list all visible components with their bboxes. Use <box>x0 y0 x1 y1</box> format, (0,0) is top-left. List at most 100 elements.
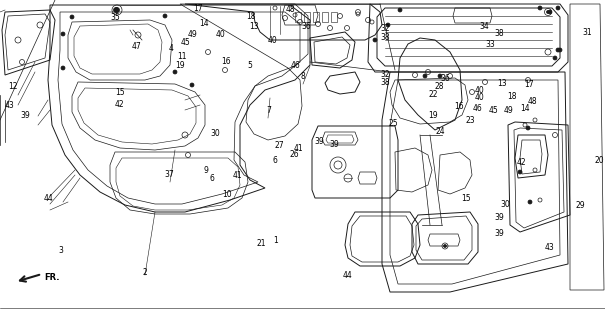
Text: 5: 5 <box>247 61 252 70</box>
Text: 47: 47 <box>131 42 141 51</box>
Text: 36: 36 <box>301 22 311 31</box>
Text: 40: 40 <box>216 30 226 39</box>
Circle shape <box>438 74 442 78</box>
Text: FR.: FR. <box>44 274 60 283</box>
Text: 33: 33 <box>485 40 495 49</box>
Text: 42: 42 <box>517 158 526 167</box>
Text: 41: 41 <box>294 144 304 153</box>
Text: 16: 16 <box>221 57 231 66</box>
Circle shape <box>526 126 530 130</box>
Text: 16: 16 <box>454 102 463 111</box>
Text: 20: 20 <box>594 156 604 164</box>
Text: 40: 40 <box>474 93 484 102</box>
Text: 35: 35 <box>110 13 120 22</box>
Text: 48: 48 <box>286 5 295 14</box>
Circle shape <box>556 48 560 52</box>
Text: 48: 48 <box>528 97 537 106</box>
Text: 39: 39 <box>495 213 505 222</box>
Text: 13: 13 <box>497 79 507 88</box>
Text: 25: 25 <box>388 119 398 128</box>
Circle shape <box>558 48 562 52</box>
Circle shape <box>114 7 120 12</box>
Text: 15: 15 <box>461 194 471 203</box>
Circle shape <box>553 56 557 60</box>
Text: 12: 12 <box>8 82 18 91</box>
Text: 39: 39 <box>21 111 30 120</box>
Text: 32: 32 <box>380 24 390 33</box>
Text: 38: 38 <box>494 29 504 38</box>
Circle shape <box>173 70 177 74</box>
Circle shape <box>163 14 167 18</box>
Circle shape <box>373 38 377 42</box>
Text: 28: 28 <box>434 82 444 91</box>
Text: 15: 15 <box>115 88 125 97</box>
Text: 44: 44 <box>44 194 53 203</box>
Circle shape <box>443 244 446 247</box>
Text: 39: 39 <box>314 137 324 146</box>
Text: 38: 38 <box>380 78 390 87</box>
Circle shape <box>556 6 560 10</box>
Text: 31: 31 <box>582 28 592 36</box>
Circle shape <box>528 200 532 204</box>
Text: 45: 45 <box>489 106 499 115</box>
Text: 49: 49 <box>503 106 513 115</box>
Text: 18: 18 <box>246 12 256 21</box>
Circle shape <box>546 11 549 13</box>
Circle shape <box>518 170 522 174</box>
Text: 13: 13 <box>249 22 259 31</box>
Text: 40: 40 <box>267 36 277 45</box>
Text: 49: 49 <box>188 30 197 39</box>
Text: 21: 21 <box>257 239 266 248</box>
Text: 17: 17 <box>524 80 534 89</box>
Text: 19: 19 <box>428 111 438 120</box>
Text: 26: 26 <box>289 150 299 159</box>
Text: 40: 40 <box>474 86 484 95</box>
Text: 1: 1 <box>273 236 278 245</box>
Text: 42: 42 <box>115 100 125 109</box>
Text: 24: 24 <box>436 127 445 136</box>
Text: 46: 46 <box>290 61 300 70</box>
Text: 29: 29 <box>576 201 586 210</box>
Text: 3: 3 <box>58 246 63 255</box>
Text: 6: 6 <box>209 174 214 183</box>
Text: 10: 10 <box>223 190 232 199</box>
Text: 38: 38 <box>380 33 390 42</box>
Text: 27: 27 <box>275 141 284 150</box>
Text: 37: 37 <box>165 170 174 179</box>
Text: 4: 4 <box>168 44 173 53</box>
Circle shape <box>190 83 194 87</box>
Text: 36: 36 <box>440 74 450 83</box>
Text: 34: 34 <box>479 22 489 31</box>
Text: 39: 39 <box>495 229 505 238</box>
Circle shape <box>538 6 542 10</box>
Circle shape <box>61 32 65 36</box>
Circle shape <box>386 23 390 27</box>
Text: 2: 2 <box>143 268 148 277</box>
Text: 45: 45 <box>180 38 190 47</box>
Text: 32: 32 <box>380 70 390 79</box>
Text: 22: 22 <box>428 90 438 99</box>
Text: 41: 41 <box>233 171 243 180</box>
Circle shape <box>398 8 402 12</box>
Text: 30: 30 <box>501 200 511 209</box>
Text: 43: 43 <box>544 243 554 252</box>
Circle shape <box>423 74 427 78</box>
Text: 14: 14 <box>200 19 209 28</box>
Text: 6: 6 <box>272 156 277 164</box>
Circle shape <box>61 66 65 70</box>
Text: 23: 23 <box>466 116 476 125</box>
Text: 18: 18 <box>507 92 517 101</box>
Text: 8: 8 <box>300 72 305 81</box>
Text: 19: 19 <box>175 61 185 70</box>
Text: 17: 17 <box>194 4 203 12</box>
Text: 9: 9 <box>203 166 208 175</box>
Text: 11: 11 <box>177 52 186 61</box>
Text: 44: 44 <box>342 271 352 280</box>
Circle shape <box>70 15 74 19</box>
Text: 14: 14 <box>520 104 530 113</box>
Text: 39: 39 <box>329 140 339 149</box>
Text: 43: 43 <box>5 101 15 110</box>
Text: 7: 7 <box>267 106 272 115</box>
Text: 46: 46 <box>473 104 483 113</box>
Text: 30: 30 <box>211 129 220 138</box>
